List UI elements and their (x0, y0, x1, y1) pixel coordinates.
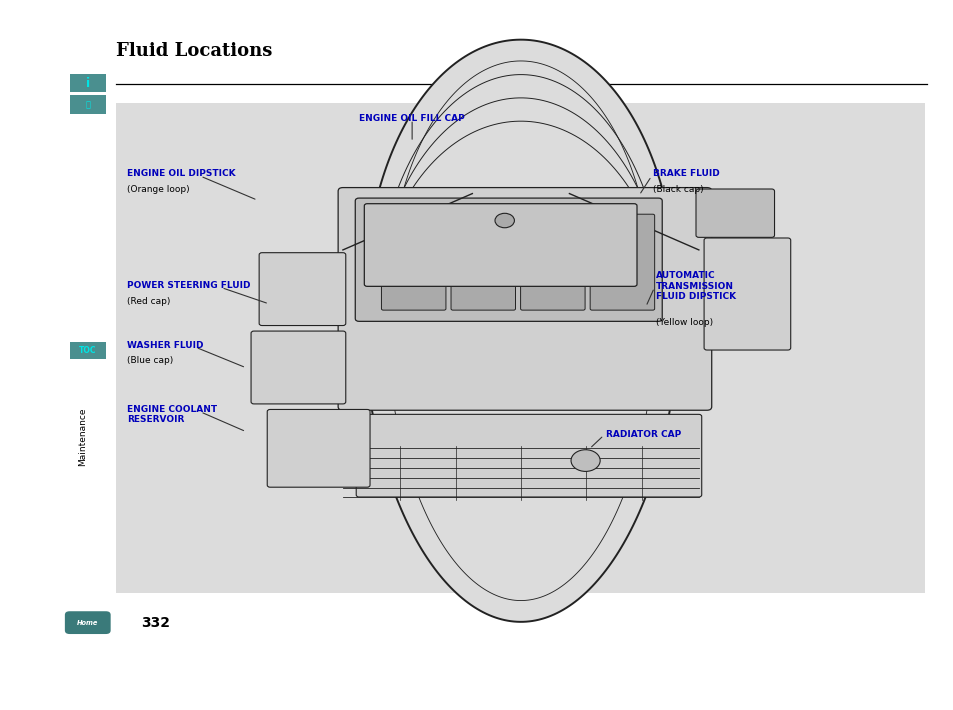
Text: RADIATOR CAP: RADIATOR CAP (605, 430, 680, 439)
FancyBboxPatch shape (355, 415, 701, 497)
Text: BRAKE FLUID: BRAKE FLUID (653, 169, 720, 178)
FancyBboxPatch shape (251, 331, 345, 404)
FancyBboxPatch shape (590, 214, 654, 310)
Text: ENGINE OIL DIPSTICK: ENGINE OIL DIPSTICK (127, 169, 235, 178)
Polygon shape (363, 40, 678, 622)
FancyBboxPatch shape (355, 198, 661, 322)
FancyBboxPatch shape (696, 189, 774, 237)
Text: Fluid Locations: Fluid Locations (116, 43, 273, 60)
FancyBboxPatch shape (364, 204, 637, 286)
Circle shape (571, 449, 599, 471)
FancyBboxPatch shape (65, 611, 111, 634)
FancyBboxPatch shape (337, 187, 711, 410)
FancyBboxPatch shape (70, 342, 106, 359)
FancyBboxPatch shape (259, 253, 345, 325)
Text: ENGINE OIL FILL CAP: ENGINE OIL FILL CAP (359, 114, 464, 123)
Text: WASHER FLUID: WASHER FLUID (127, 341, 203, 350)
FancyBboxPatch shape (116, 103, 924, 593)
Text: (Blue cap): (Blue cap) (127, 356, 172, 366)
Text: TOC: TOC (79, 346, 96, 355)
Text: Home: Home (77, 620, 98, 626)
FancyBboxPatch shape (70, 74, 106, 92)
Text: i: i (86, 77, 90, 89)
FancyBboxPatch shape (70, 95, 106, 114)
FancyBboxPatch shape (451, 214, 515, 310)
Text: 332: 332 (141, 616, 170, 630)
FancyBboxPatch shape (267, 410, 370, 487)
Text: 🚗: 🚗 (85, 100, 91, 109)
Text: (Orange loop): (Orange loop) (127, 185, 190, 194)
Text: ENGINE COOLANT
RESERVOIR: ENGINE COOLANT RESERVOIR (127, 405, 216, 424)
Text: (Yellow loop): (Yellow loop) (656, 318, 713, 327)
Text: (Red cap): (Red cap) (127, 297, 170, 306)
Text: AUTOMATIC
TRANSMISSION
FLUID DIPSTICK: AUTOMATIC TRANSMISSION FLUID DIPSTICK (656, 271, 736, 301)
FancyBboxPatch shape (703, 238, 790, 350)
Text: Maintenance: Maintenance (78, 408, 88, 466)
Text: (Black cap): (Black cap) (653, 185, 703, 194)
Circle shape (495, 213, 514, 228)
FancyBboxPatch shape (520, 214, 584, 310)
Text: POWER STEERING FLUID: POWER STEERING FLUID (127, 281, 250, 290)
FancyBboxPatch shape (381, 214, 445, 310)
